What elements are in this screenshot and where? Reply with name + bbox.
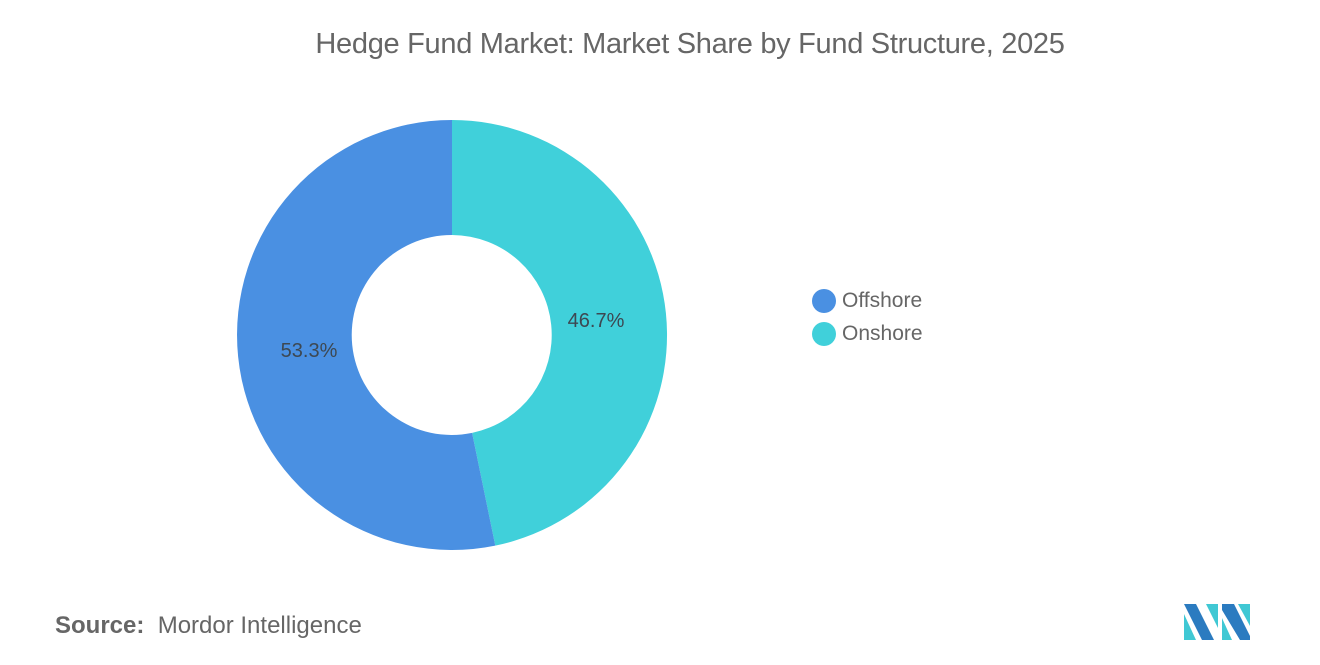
source-name: Mordor Intelligence (157, 612, 362, 639)
label-offshore: 53.3% (281, 340, 338, 362)
legend-dot-onshore-icon (812, 321, 836, 346)
legend-item-offshore[interactable]: Offshore (812, 284, 923, 317)
mordor-logo-icon (1184, 604, 1250, 640)
legend-label: Offshore (842, 288, 923, 312)
source-note: Source: Mordor Intelligence (55, 612, 362, 640)
legend-label: Onshore (842, 321, 923, 345)
slice-onshore[interactable] (452, 120, 668, 546)
label-onshore: 46.7% (568, 310, 625, 332)
legend: Offshore Onshore (812, 284, 923, 350)
source-prefix: Source: (55, 612, 145, 639)
chart-title: Hedge Fund Market: Market Share by Fund … (315, 28, 1065, 60)
slice-offshore[interactable] (237, 120, 496, 550)
legend-item-onshore[interactable]: Onshore (812, 317, 923, 350)
legend-dot-offshore-icon (812, 288, 836, 313)
